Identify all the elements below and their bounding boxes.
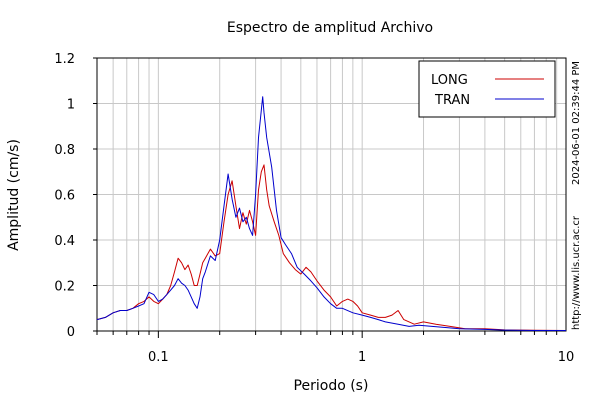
y-tick-label: 0.8 (54, 143, 75, 158)
legend-label-long: LONG (431, 73, 468, 88)
y-tick-label: 0.2 (54, 280, 75, 295)
x-tick-label: 10 (558, 350, 575, 365)
legend-box (418, 60, 556, 118)
x-axis-ticks: 0.1 1 10 (96, 331, 575, 365)
y-axis-ticks: 0 0.2 0.4 0.6 0.8 1 1.2 (54, 52, 97, 340)
y-tick-label: 0.6 (54, 189, 75, 204)
series-layer (96, 96, 567, 331)
x-tick-label: 0.1 (148, 350, 169, 365)
series-line-long (96, 164, 567, 331)
y-tick-label: 1.2 (54, 52, 75, 67)
y-tick-label: 0.4 (54, 234, 75, 249)
y-axis-label: Amplitud (cm/s) (6, 139, 22, 251)
x-axis-label: Periodo (s) (294, 378, 369, 394)
source-url-text: http://www.lis.ucr.ac.cr (571, 215, 582, 330)
x-tick-label: 1 (358, 350, 366, 365)
y-tick-label: 0 (67, 325, 75, 340)
legend-label-tran: TRAN (434, 93, 470, 108)
series-line-tran (96, 96, 566, 331)
chart-title: Espectro de amplitud Archivo (227, 20, 433, 36)
y-tick-label: 1 (67, 98, 75, 113)
legend: LONG TRAN (418, 60, 556, 118)
timestamp-text: 2024-06-01 02:39:44 PM (571, 61, 582, 185)
